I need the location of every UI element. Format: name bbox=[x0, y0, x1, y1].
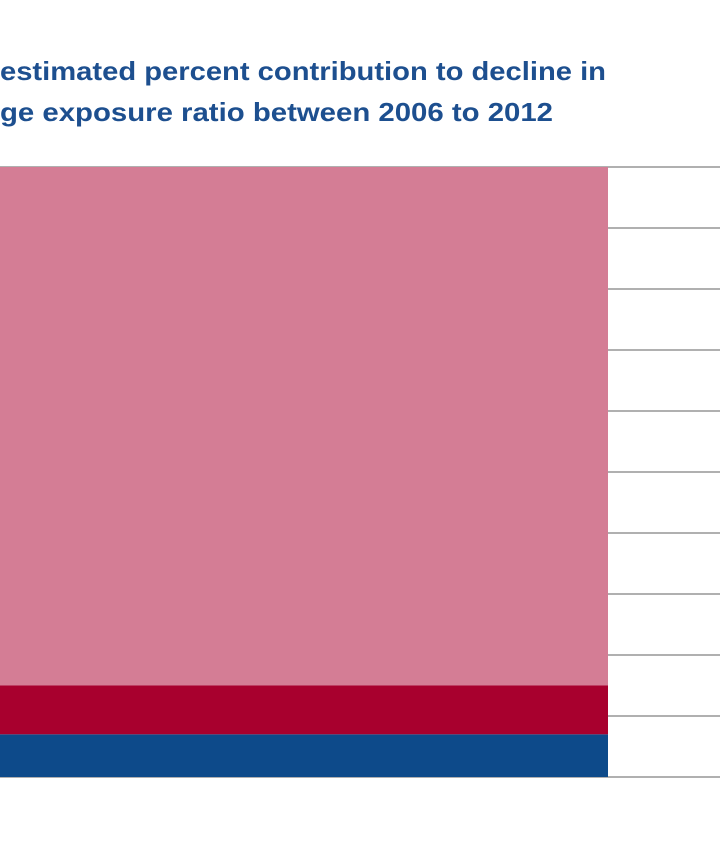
bar-segment bbox=[0, 167, 608, 686]
chart-title: ge exposure ratio between 2006 to 2012 bbox=[0, 97, 553, 127]
chart-title: estimated percent contribution to declin… bbox=[0, 56, 606, 86]
bar-segment bbox=[0, 734, 608, 777]
bar-segment bbox=[0, 685, 608, 735]
